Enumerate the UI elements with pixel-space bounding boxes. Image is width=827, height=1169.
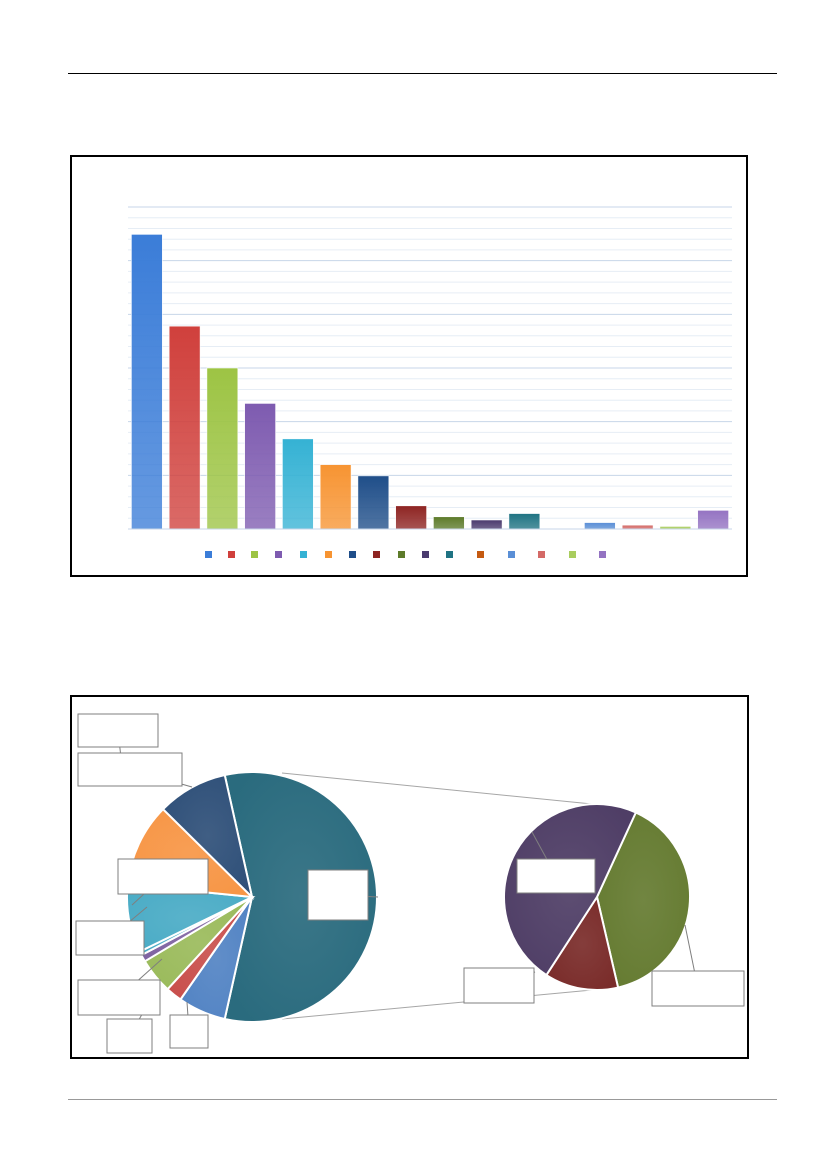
bar — [433, 516, 465, 530]
legend-swatch — [349, 551, 356, 558]
data-label-callout — [77, 752, 183, 787]
legend-swatch — [538, 551, 545, 558]
connector-lines — [281, 772, 603, 1020]
bar — [697, 510, 729, 530]
data-label-callout — [77, 979, 161, 1016]
data-label-callout — [106, 1018, 153, 1054]
legend-swatch — [477, 551, 484, 558]
bar — [508, 513, 541, 530]
bar — [131, 234, 163, 530]
data-label-callout — [117, 858, 209, 895]
bar — [395, 505, 427, 530]
bar — [206, 367, 239, 530]
bar — [621, 524, 654, 530]
bar — [319, 464, 352, 530]
legend-swatch — [251, 551, 258, 558]
gridlines — [128, 206, 732, 530]
legend-swatch — [508, 551, 515, 558]
connector-line — [281, 989, 593, 1020]
legend-swatch — [275, 551, 282, 558]
data-label-callout — [307, 869, 369, 921]
pie-slice — [545, 894, 620, 991]
legend-swatch — [373, 551, 380, 558]
connector-line — [281, 772, 603, 806]
legend-swatch — [446, 551, 453, 558]
pie-slice — [161, 773, 254, 901]
bar — [357, 475, 390, 530]
legend-swatch — [569, 551, 576, 558]
data-labels — [75, 713, 745, 1054]
bar — [168, 325, 201, 530]
bar-chart-canvas — [128, 206, 732, 558]
pie-slice — [595, 811, 691, 989]
data-label-callout — [516, 858, 596, 894]
pie-chart-canvas — [75, 713, 745, 1054]
legend-swatch — [422, 551, 429, 558]
legend-swatch — [300, 551, 307, 558]
data-label-callout — [169, 1014, 209, 1049]
bar — [244, 403, 276, 530]
legend-swatch — [228, 551, 235, 558]
legend-swatch — [325, 551, 332, 558]
footer-rule — [68, 1099, 777, 1100]
legend-swatch — [398, 551, 405, 558]
bar-chart — [70, 155, 748, 577]
legend — [205, 551, 606, 558]
bar — [584, 522, 616, 530]
secondary-pie — [503, 803, 691, 991]
legend-swatch — [205, 551, 212, 558]
data-label-callout — [651, 970, 745, 1007]
bars — [131, 234, 729, 530]
data-label-callout — [75, 920, 145, 956]
header-rule — [68, 73, 777, 74]
bar — [470, 519, 503, 530]
bar — [282, 438, 314, 530]
data-label-callout — [463, 967, 535, 1004]
pie-of-pie-chart — [70, 695, 749, 1059]
legend-swatch — [599, 551, 606, 558]
data-label-callout — [77, 713, 159, 748]
